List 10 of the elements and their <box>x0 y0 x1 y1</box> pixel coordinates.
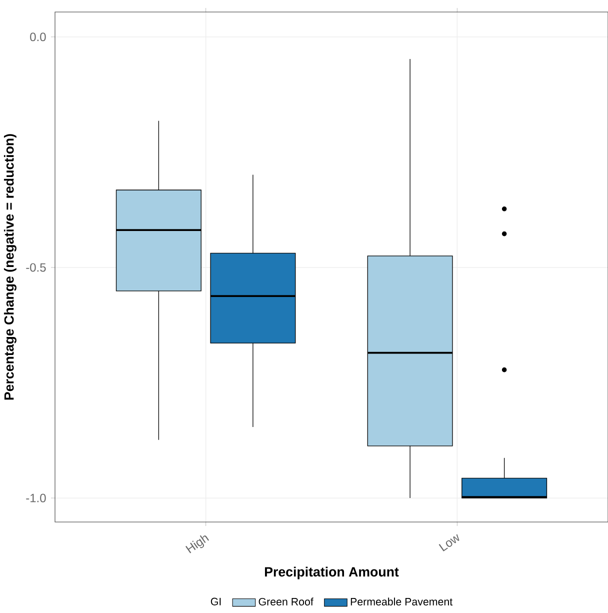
legend-title: GI <box>210 598 221 606</box>
x-axis-title: Precipitation Amount <box>264 566 399 580</box>
y-tick-label: -1.0 <box>26 494 46 502</box>
y-axis-title: Percentage Change (negative = reduction) <box>4 134 16 400</box>
legend-label: Green Roof <box>258 598 314 606</box>
x-tick-label: Low <box>438 534 460 552</box>
y-tick-label: 0.0 <box>30 32 46 42</box>
x-tick-label: High <box>185 535 210 554</box>
legend-label: Permeable Pavement <box>350 598 453 606</box>
y-tick-label: -0.5 <box>26 263 46 272</box>
